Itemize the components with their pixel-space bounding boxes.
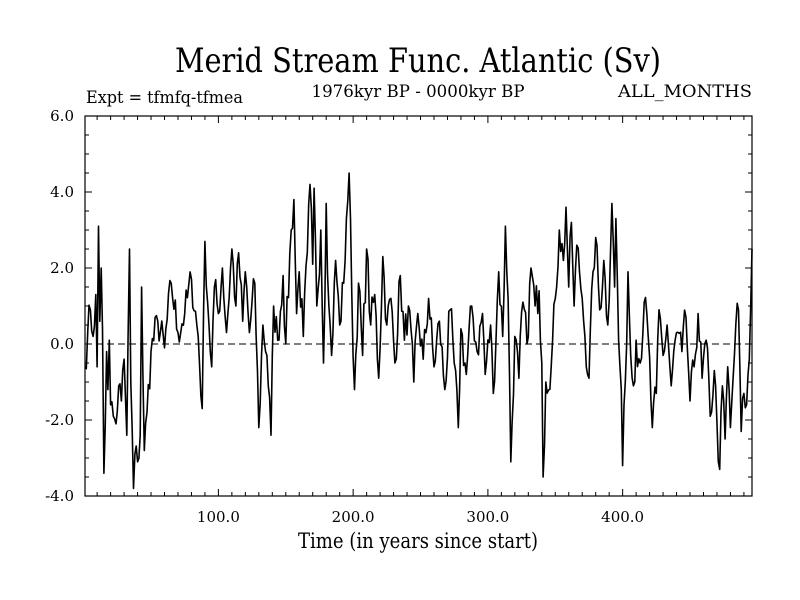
x-tick-label: 400.0: [601, 508, 644, 526]
x-axis-label: Time (in years since start): [298, 529, 538, 553]
x-tick-label: 100.0: [197, 508, 240, 526]
experiment-label: Expt = tfmfq-tfmea: [86, 88, 243, 108]
y-tick-label: 0.0: [50, 335, 74, 353]
y-axis-ticks: -4.0 -2.0 0.0 2.0 4.0 6.0: [45, 107, 752, 505]
x-tick-label: 200.0: [332, 508, 375, 526]
series-line: [84, 172, 753, 490]
y-tick-label: -2.0: [45, 411, 74, 429]
series-group: [84, 172, 753, 490]
x-tick-label: 300.0: [466, 508, 509, 526]
chart-subtitle: 1976kyr BP - 0000kyr BP: [312, 82, 525, 102]
chart-title: Merid Stream Func. Atlantic (Sv): [175, 41, 661, 81]
months-label: ALL_MONTHS: [617, 82, 752, 102]
x-axis-ticks: 100.0 200.0 300.0 400.0: [96, 116, 745, 526]
y-tick-label: -4.0: [45, 487, 74, 505]
y-tick-label: 4.0: [50, 183, 74, 201]
y-tick-label: 2.0: [50, 259, 74, 277]
y-tick-label: 6.0: [50, 107, 74, 125]
